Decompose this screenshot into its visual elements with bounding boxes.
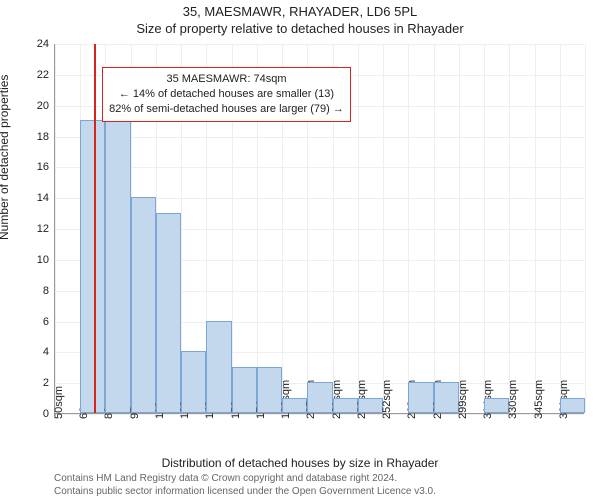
y-tick-label: 2 <box>43 377 49 389</box>
annotation-line1: 35 MAESMAWR: 74sqm <box>109 72 344 87</box>
gridline-v <box>55 44 56 413</box>
y-tick-label: 20 <box>37 100 49 112</box>
gridline-v <box>459 44 460 413</box>
histogram-bar <box>408 382 433 413</box>
histogram-bar <box>282 398 307 413</box>
y-tick-label: 6 <box>43 316 49 328</box>
gridline-h <box>55 137 584 138</box>
chart-footer: Contains HM Land Registry data © Crown c… <box>54 473 436 498</box>
histogram-bar <box>206 321 231 414</box>
chart-title-address: 35, MAESMAWR, RHAYADER, LD6 5PL <box>0 4 600 19</box>
gridline-v <box>358 44 359 413</box>
annotation-line2: ← 14% of detached houses are smaller (13… <box>109 87 344 102</box>
histogram-bar <box>80 120 105 413</box>
y-tick-label: 16 <box>37 161 49 173</box>
chart-title-sub: Size of property relative to detached ho… <box>0 21 600 36</box>
y-tick-label: 4 <box>43 346 49 358</box>
annotation-callout: 35 MAESMAWR: 74sqm ← 14% of detached hou… <box>102 67 351 122</box>
histogram-bar <box>181 351 206 413</box>
annotation-line3: 82% of semi-detached houses are larger (… <box>109 102 344 117</box>
chart-plot-area: 02468101214161820222450sqm66sqm81sqm97sq… <box>54 44 584 414</box>
x-tick-label: 330sqm <box>507 380 519 419</box>
histogram-bar <box>156 213 181 413</box>
chart-titles: 35, MAESMAWR, RHAYADER, LD6 5PL Size of … <box>0 4 600 36</box>
gridline-v <box>408 44 409 413</box>
x-tick-label: 252sqm <box>381 380 393 419</box>
footer-line1: Contains HM Land Registry data © Crown c… <box>54 473 436 486</box>
histogram-bar <box>257 367 282 413</box>
gridline-v <box>585 44 586 413</box>
histogram-bar <box>131 197 156 413</box>
histogram-bar <box>307 382 332 413</box>
histogram-bar <box>560 398 585 413</box>
gridline-v <box>383 44 384 413</box>
y-tick-label: 12 <box>37 223 49 235</box>
y-tick-label: 22 <box>37 69 49 81</box>
x-tick-label: 345sqm <box>533 380 545 419</box>
gridline-v <box>535 44 536 413</box>
histogram-bar <box>434 382 459 413</box>
x-tick-label: 50sqm <box>53 386 65 419</box>
histogram-bar <box>333 398 358 413</box>
property-marker-line <box>94 44 96 413</box>
histogram-bar <box>358 398 383 413</box>
y-axis-label: Number of detached properties <box>0 75 11 240</box>
y-tick-label: 8 <box>43 285 49 297</box>
gridline-v <box>560 44 561 413</box>
y-tick-label: 18 <box>37 131 49 143</box>
x-axis-label: Distribution of detached houses by size … <box>0 456 600 470</box>
y-tick-label: 0 <box>43 408 49 420</box>
gridline-v <box>509 44 510 413</box>
y-tick-label: 14 <box>37 192 49 204</box>
histogram-bar <box>105 89 130 413</box>
histogram-bar <box>484 398 509 413</box>
footer-line2: Contains public sector information licen… <box>54 486 436 499</box>
histogram-bar <box>232 367 257 413</box>
y-tick-label: 10 <box>37 254 49 266</box>
gridline-v <box>484 44 485 413</box>
gridline-h <box>55 44 584 45</box>
y-tick-label: 24 <box>37 38 49 50</box>
gridline-h <box>55 167 584 168</box>
x-tick-label: 299sqm <box>457 380 469 419</box>
gridline-v <box>434 44 435 413</box>
